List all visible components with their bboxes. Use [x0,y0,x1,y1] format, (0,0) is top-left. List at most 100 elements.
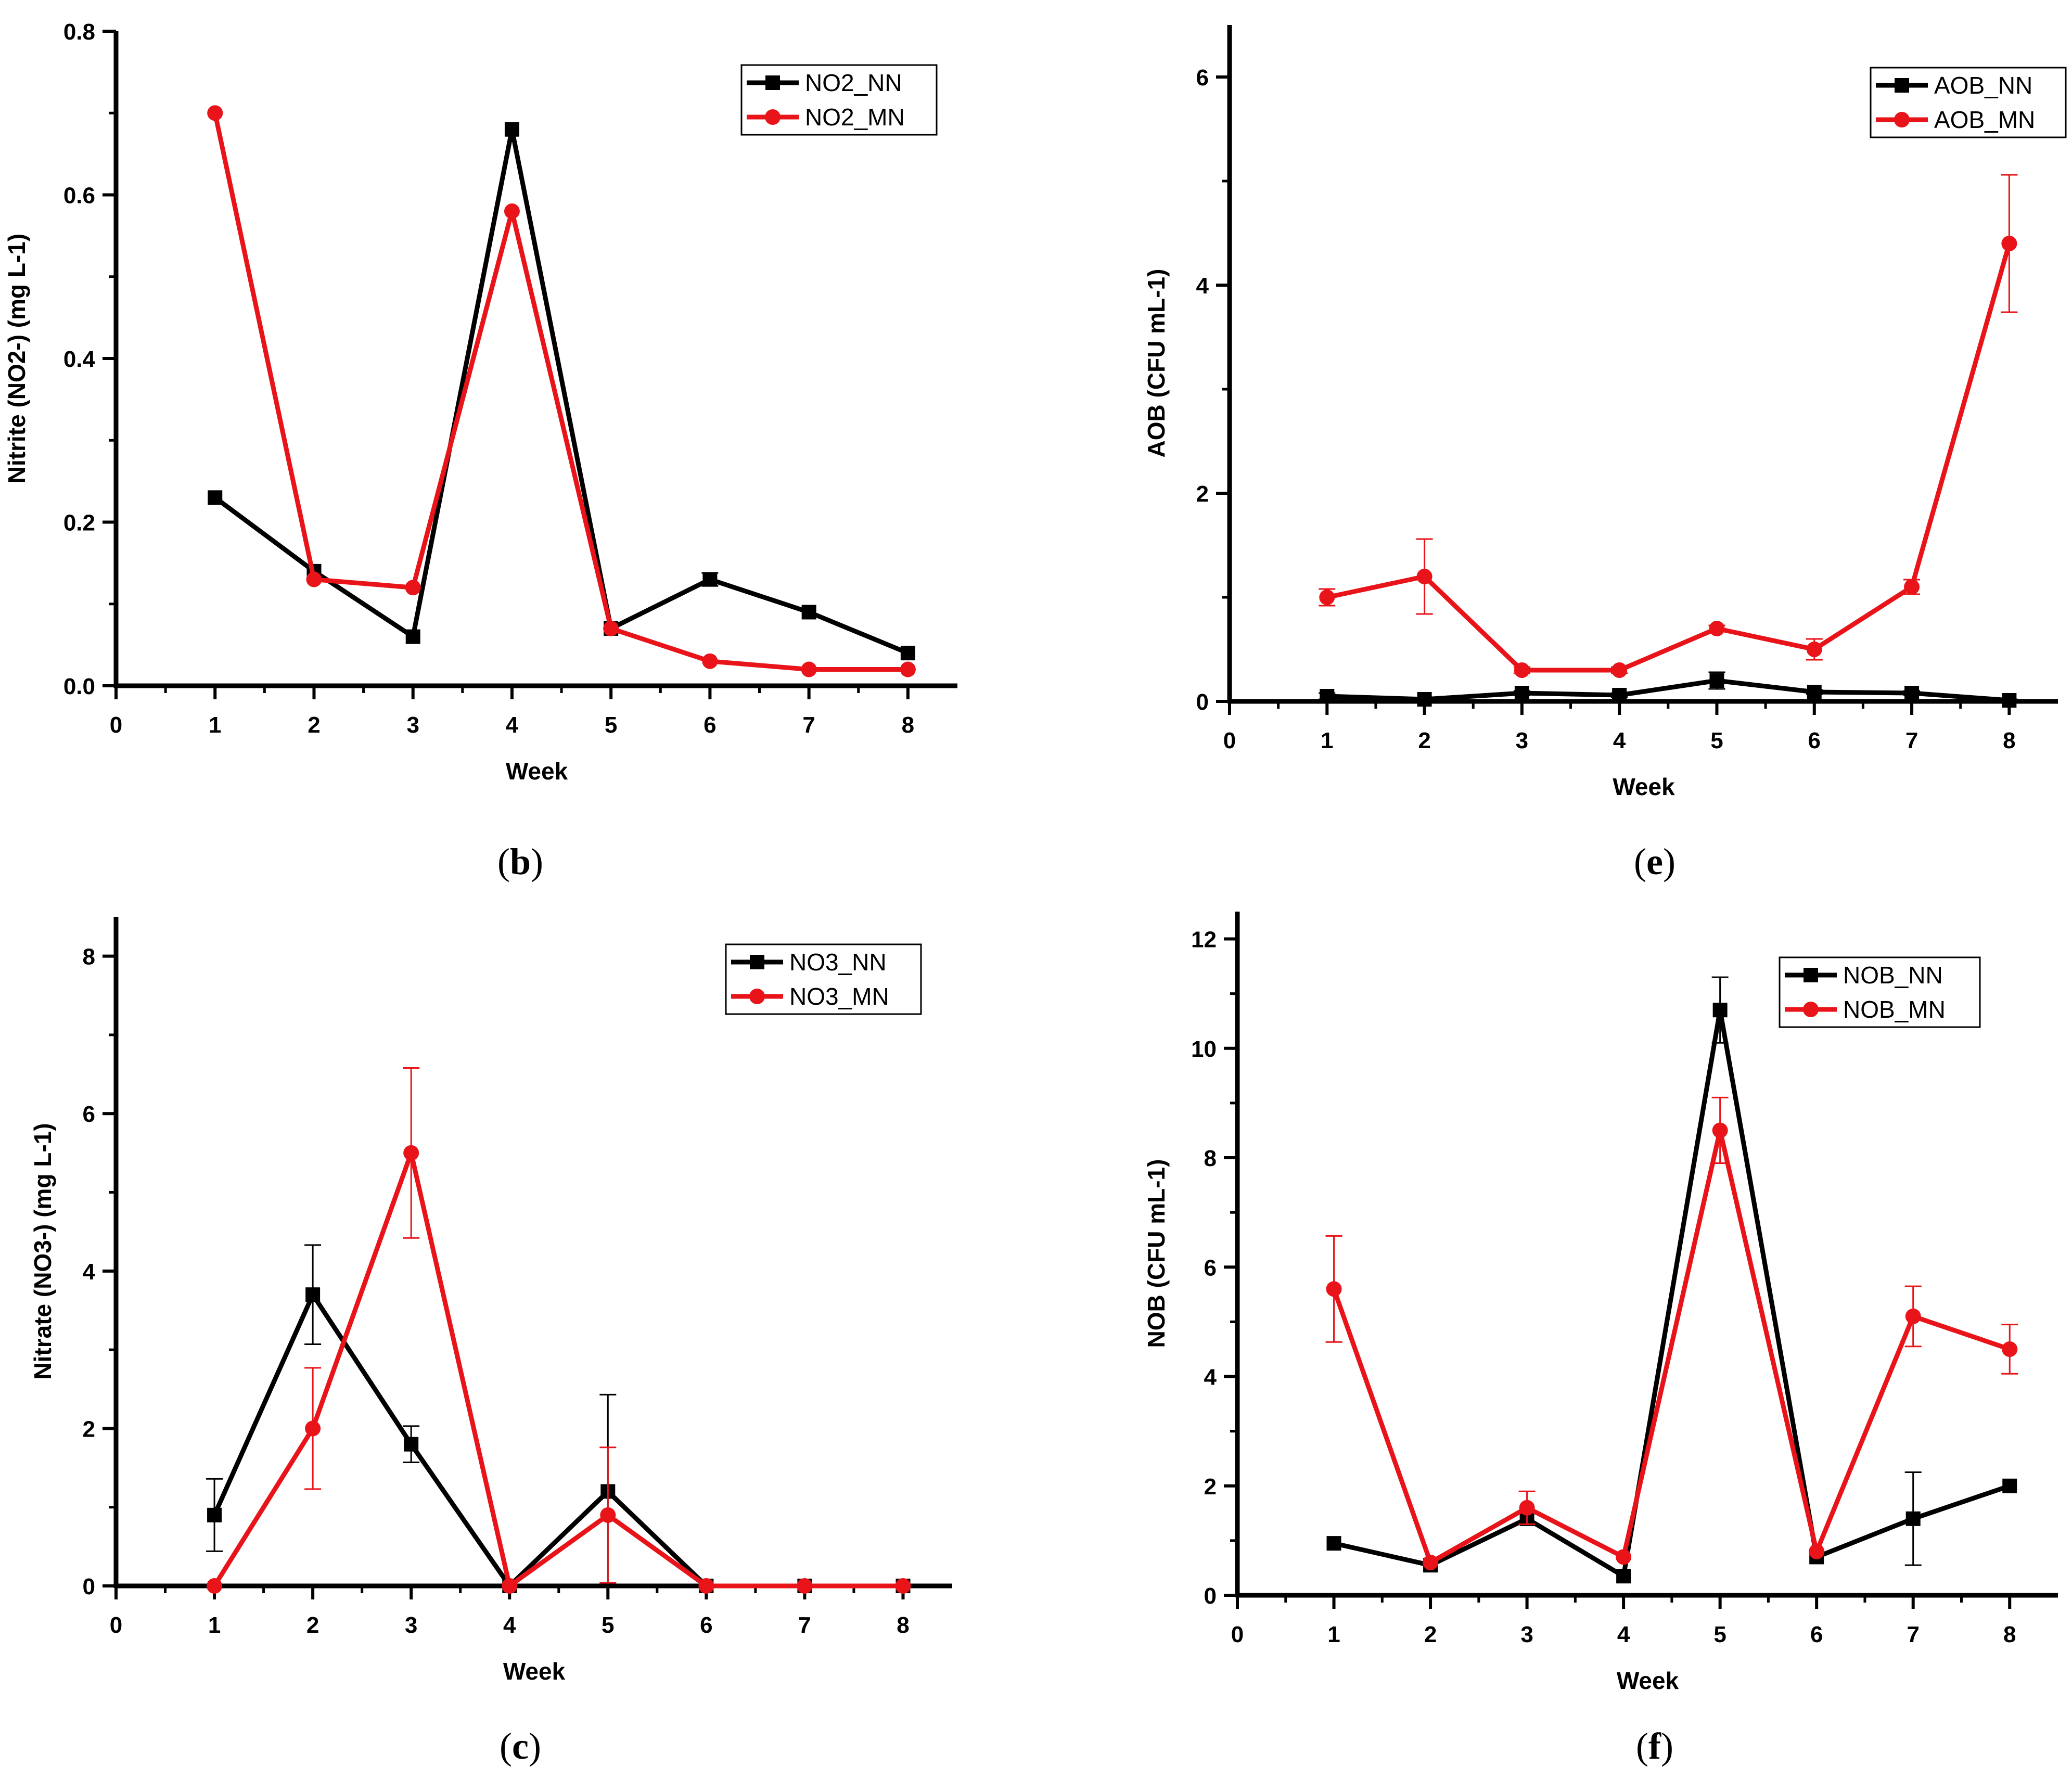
legend-label: AOB_MN [1934,106,2035,133]
data-point [698,1578,714,1594]
data-point [1905,1308,1921,1324]
data-point [2002,1478,2017,1493]
data-point [1417,692,1432,707]
x-tick-label: 6 [1810,1622,1823,1647]
legend-label: NO3_MN [789,983,889,1010]
series-AOB_MN [1319,174,2018,678]
y-axis-title: Nitrate (NO3-) (mg L-1) [29,1123,56,1379]
data-point [1519,1500,1535,1516]
caption-letter: e [1646,841,1663,882]
x-tick-label: 4 [1613,728,1626,753]
series-line [212,1292,903,1589]
legend-marker [750,955,764,969]
legend: AOB_NN AOB_MN [1870,67,2067,138]
series-line [1333,1007,2011,1579]
data-point [305,1420,321,1437]
data-point [1612,688,1627,702]
y-tick-label: 4 [83,1259,96,1285]
caption-letter: f [1648,1725,1661,1767]
x-tick-label: 3 [1520,1622,1533,1647]
panel-caption: (c) [500,1725,541,1767]
legend-marker [749,989,765,1004]
y-tick-label: 0.0 [63,674,95,699]
x-tick-label: 1 [1327,1622,1340,1647]
y-axis-title: Nitrite (NO2-) (mg L-1) [3,234,30,483]
data-point [1616,1549,1632,1565]
data-point [1319,590,1335,605]
series-line [1327,678,2010,703]
data-point [1616,1569,1631,1584]
data-point [895,1578,911,1594]
y-tick-label: 6 [83,1102,95,1127]
y-tick-label: 10 [1191,1036,1217,1062]
data-point [797,1578,813,1594]
legend-label: NO3_NN [789,949,887,976]
x-tick-label: 8 [902,712,914,738]
x-tick-label: 5 [1713,1622,1726,1647]
y-tick-label: 8 [1204,1146,1217,1171]
data-point [1423,1554,1439,1570]
y-tick-label: 0.6 [63,183,95,209]
series-line [212,112,908,672]
data-point [1326,1536,1341,1551]
chart-panel-b: 0 1 2 3 4 5 6 7 8 0.0 0.2 0.4 0.6 0.8 Week Nitrite (NO2… [3,19,957,882]
x-tick-label: 6 [700,1612,712,1638]
y-tick-label: 4 [1204,1365,1217,1390]
series-NO3_NN [206,1244,911,1593]
x-tick-label: 5 [605,712,617,738]
panel-caption: (f) [1636,1725,1673,1767]
y-tick-label: 0.2 [63,510,95,536]
y-tick-label: 0.4 [63,347,96,372]
data-point [405,629,420,644]
y-tick-label: 6 [1196,65,1209,91]
x-tick-label: 2 [306,1612,319,1638]
chart-panel-c: 0 1 2 3 4 5 6 7 8 0 2 4 6 8 Week Nitrate (NO3-) (mg L-1… [29,917,952,1767]
legend: NO3_NN NO3_MN [725,943,922,1015]
data-point [1904,579,1920,595]
y-tick-label: 8 [83,944,95,970]
data-point [801,661,817,677]
data-point [2002,1341,2018,1357]
data-point [1904,686,1920,700]
x-tick-label: 2 [1424,1622,1437,1647]
data-point [502,1578,518,1594]
x-tick-label: 0 [110,712,122,738]
data-point [1514,686,1529,700]
legend-label: NO2_NN [805,69,902,96]
series-line [212,1150,903,1589]
caption-paren-open: ( [497,841,510,882]
y-tick-label: 0 [1196,689,1209,715]
data-point [207,1507,222,1522]
legend: NO2_NN NO2_MN [740,64,938,136]
y-tick-label: 2 [1196,481,1209,507]
x-axis-title: Week [506,758,568,785]
x-tick-label: 1 [208,1612,221,1638]
x-tick-label: 1 [209,712,221,738]
x-tick-label: 7 [798,1612,811,1638]
x-tick-label: 1 [1321,728,1333,753]
x-tick-label: 4 [506,712,519,738]
legend: NOB_NN NOB_MN [1779,956,1981,1028]
caption-paren-close: ) [529,1725,541,1767]
data-point [403,1145,419,1161]
y-tick-label: 0 [1204,1583,1217,1609]
data-point [900,661,916,677]
data-point [702,653,718,669]
data-point [1807,685,1822,699]
caption-paren-close: ) [1663,841,1675,882]
data-point [1905,1511,1921,1526]
x-tick-label: 5 [1710,728,1723,753]
caption-letter: c [512,1725,529,1767]
caption-paren-open: ( [1634,841,1646,882]
data-point [207,1578,223,1594]
data-point [1709,621,1725,636]
data-point [603,620,619,636]
data-point [1712,1003,1728,1018]
x-tick-label: 3 [406,712,419,738]
data-point [1806,642,1822,657]
x-tick-label: 8 [2003,1622,2016,1647]
x-tick-label: 7 [1907,1622,1919,1647]
